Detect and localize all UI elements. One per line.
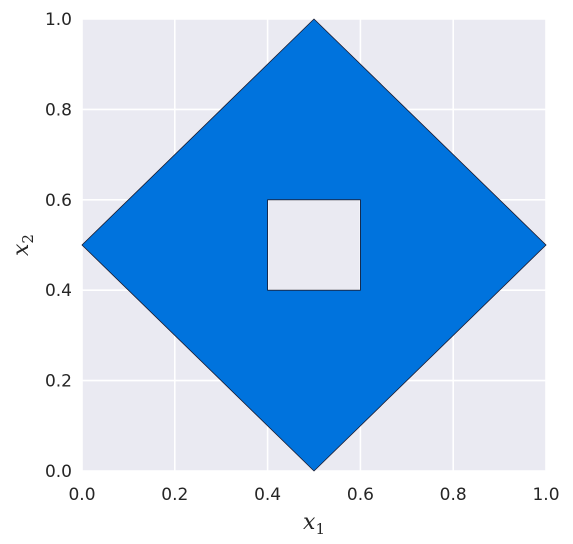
x-axis-label-main: x (303, 510, 316, 535)
y-tick-label: 0.8 (45, 100, 72, 120)
y-tick-label: 0.4 (45, 281, 72, 301)
x-tick-label: 0.0 (68, 485, 95, 505)
x-tick-label: 1.0 (532, 485, 559, 505)
x-tick-label: 0.4 (254, 485, 281, 505)
y-tick-label: 0.0 (45, 462, 72, 482)
x-axis-label: x1 (303, 510, 325, 538)
y-axis-label-main: x (9, 243, 34, 256)
y-axis-label: x2 (9, 234, 37, 256)
feasible-region (81, 18, 547, 472)
x-tick-label: 0.8 (440, 485, 467, 505)
y-tick-label: 1.0 (45, 10, 72, 30)
x-tick-label: 0.2 (161, 485, 188, 505)
y-tick-label: 0.2 (45, 372, 72, 392)
y-tick-label: 0.6 (45, 191, 72, 211)
x-tick-labels: 0.0 0.2 0.4 0.6 0.8 1.0 (68, 485, 559, 505)
y-tick-labels: 0.0 0.2 0.4 0.6 0.8 1.0 (45, 10, 72, 482)
y-axis-label-subscript: 2 (19, 234, 37, 244)
x-tick-label: 0.6 (347, 485, 374, 505)
x-axis-label-subscript: 1 (315, 520, 325, 538)
